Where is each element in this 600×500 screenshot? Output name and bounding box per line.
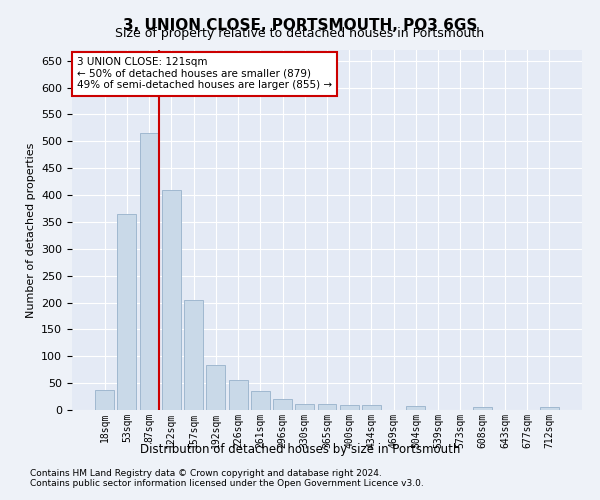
Text: 3 UNION CLOSE: 121sqm
← 50% of detached houses are smaller (879)
49% of semi-det: 3 UNION CLOSE: 121sqm ← 50% of detached … bbox=[77, 57, 332, 90]
Bar bbox=[162, 190, 181, 410]
Bar bbox=[251, 391, 270, 410]
Bar bbox=[95, 390, 114, 410]
Bar bbox=[540, 408, 559, 410]
Bar bbox=[206, 365, 225, 410]
Text: Size of property relative to detached houses in Portsmouth: Size of property relative to detached ho… bbox=[115, 28, 485, 40]
Bar bbox=[229, 380, 248, 410]
Bar bbox=[295, 404, 314, 410]
Text: Distribution of detached houses by size in Portsmouth: Distribution of detached houses by size … bbox=[140, 442, 460, 456]
Bar bbox=[317, 404, 337, 410]
Bar bbox=[340, 404, 359, 410]
Bar bbox=[406, 406, 425, 410]
Bar bbox=[473, 408, 492, 410]
Bar bbox=[140, 134, 158, 410]
Y-axis label: Number of detached properties: Number of detached properties bbox=[26, 142, 35, 318]
Text: Contains HM Land Registry data © Crown copyright and database right 2024.: Contains HM Land Registry data © Crown c… bbox=[30, 468, 382, 477]
Bar bbox=[118, 214, 136, 410]
Text: Contains public sector information licensed under the Open Government Licence v3: Contains public sector information licen… bbox=[30, 478, 424, 488]
Bar bbox=[362, 404, 381, 410]
Bar bbox=[273, 398, 292, 410]
Text: 3, UNION CLOSE, PORTSMOUTH, PO3 6GS: 3, UNION CLOSE, PORTSMOUTH, PO3 6GS bbox=[123, 18, 477, 32]
Bar bbox=[184, 300, 203, 410]
